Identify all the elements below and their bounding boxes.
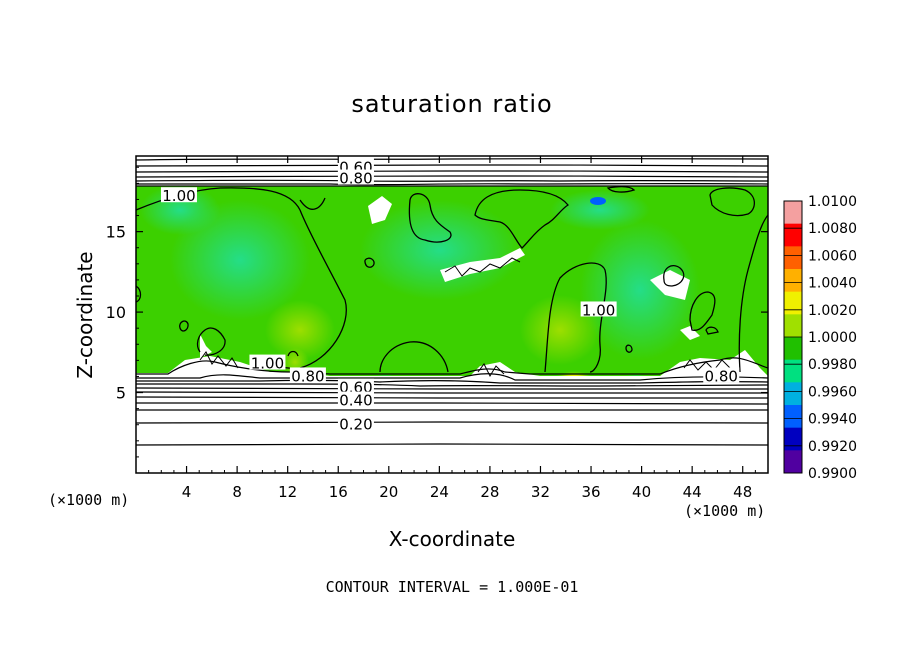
colorbar-label: 0.9960 (808, 384, 857, 400)
upper-isolines (136, 157, 768, 187)
colorbar-swatch (784, 450, 802, 474)
contour-label-bg (337, 378, 374, 394)
contour-label-bg (337, 158, 374, 174)
contour-label-bg (289, 367, 326, 383)
colorbar-swatch (784, 382, 802, 406)
x-tick-label: 40 (632, 483, 651, 501)
colorbar-swatch (784, 337, 802, 361)
y-axis: 5 10 15 (106, 166, 768, 458)
colorbar: 1.0100 1.0080 1.0060 1.0040 1.0020 1.0000 0.99… (783, 194, 857, 482)
x-tick-label: 44 (683, 483, 702, 501)
colorbar-swatch (784, 291, 802, 315)
lower-stable-layer (136, 376, 768, 473)
colorbar-label: 1.0080 (808, 221, 857, 237)
colorbar-label: 0.9920 (808, 439, 857, 455)
colorbar-label: 1.0060 (808, 248, 857, 264)
x-unit-right: (×1000 m) (684, 502, 765, 520)
x-unit-left: (×1000 m) (48, 491, 129, 509)
x-tick-label: 28 (480, 483, 499, 501)
contour-label-bg (580, 301, 617, 317)
x-axis: 4 8 12 16 20 24 28 32 36 40 44 48 (148, 156, 756, 501)
colorbar-swatch (784, 201, 802, 225)
contour-label: 0.80 (291, 367, 324, 385)
contour-label-bg (337, 415, 374, 431)
contour-label: 0.80 (339, 170, 372, 188)
contour-label: 1.00 (162, 187, 195, 205)
colorbar-swatch (784, 246, 802, 270)
x-tick-label: 32 (531, 483, 550, 501)
colorbar-label: 1.0100 (808, 194, 857, 210)
colorbar-swatch (784, 427, 802, 451)
colorbar-label: 0.9900 (808, 466, 857, 482)
contour-label-bg (160, 187, 197, 203)
contour-label-bg (337, 391, 374, 407)
colorbar-swatch (784, 405, 802, 429)
contour-label: 0.40 (339, 392, 372, 410)
colorbar-swatch (784, 314, 802, 338)
contour-label-bg (703, 367, 740, 383)
contour-interval-note: CONTOUR INTERVAL = 1.000E-01 (326, 578, 579, 596)
x-axis-label: X-coordinate (389, 527, 516, 551)
y-axis-label: Z-coordinate (73, 251, 97, 378)
plot-area (136, 156, 768, 473)
contour-label: 0.80 (705, 367, 738, 385)
x-tick-label: 12 (278, 483, 297, 501)
chart-title: saturation ratio (351, 90, 552, 118)
x-tick-label: 8 (232, 483, 242, 501)
colorbar-label: 1.0040 (808, 276, 857, 292)
x-tick-label: 16 (329, 483, 348, 501)
colorbar-label: 0.9940 (808, 412, 857, 428)
contour-label: 1.00 (251, 355, 284, 373)
y-tick-label: 10 (106, 303, 126, 322)
x-tick-label: 48 (733, 483, 752, 501)
y-tick-label: 15 (106, 223, 126, 242)
x-tick-label: 4 (182, 483, 192, 501)
y-tick-label: 5 (116, 384, 126, 403)
colorbar-label: 1.0020 (808, 303, 857, 319)
colorbar-label: 1.0000 (808, 330, 857, 346)
contour-label-bg (337, 169, 374, 185)
contour-label-bg (249, 354, 286, 370)
contour-label: 0.20 (339, 416, 372, 434)
colorbar-swatch (784, 359, 802, 383)
colorbar-swatch (784, 269, 802, 293)
x-tick-label: 36 (581, 483, 600, 501)
x-tick-label: 24 (430, 483, 449, 501)
contour-labels: 0.600.801.001.001.000.80 0.800.600.400.20 (160, 158, 740, 434)
contour-label: 1.00 (582, 301, 615, 319)
colorbar-swatch (784, 223, 802, 247)
x-tick-label: 20 (379, 483, 398, 501)
colorbar-label: 0.9980 (808, 357, 857, 373)
